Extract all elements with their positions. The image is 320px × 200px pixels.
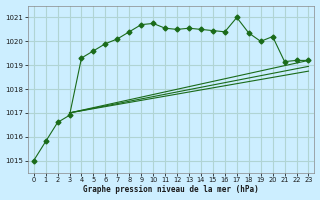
X-axis label: Graphe pression niveau de la mer (hPa): Graphe pression niveau de la mer (hPa) [83, 185, 259, 194]
